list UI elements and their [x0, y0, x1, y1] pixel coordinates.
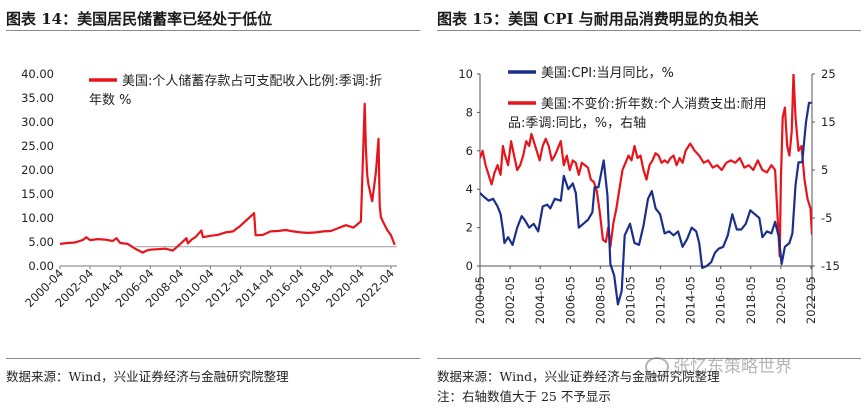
right-right-y-tick-label: -15	[821, 259, 840, 273]
left-chart-title: 图表 14：美国居民储蓄率已经处于低位	[6, 10, 273, 28]
watermark: 张忆东策略世界	[645, 352, 792, 377]
right-left-y-tick-label: 10	[458, 67, 473, 81]
right-x-tick-label: 2012-05	[654, 276, 668, 324]
right-title-rule	[437, 30, 861, 31]
right-left-y-tick-label: 0	[466, 259, 473, 273]
left-y-tick-label: 0.00	[28, 259, 54, 273]
left-y-tick-label: 25.00	[21, 139, 54, 153]
right-left-y-tick-label: 2	[466, 221, 473, 235]
left-source-text: 数据来源：Wind，兴业证券经济与金融研究院整理	[6, 369, 289, 384]
right-x-tick-label: 2014-05	[684, 276, 698, 324]
right-durables-consumption-line	[480, 74, 812, 258]
right-x-tick-label: 2002-05	[503, 276, 517, 324]
right-left-y-tick-label: 8	[466, 105, 473, 119]
right-x-tick-label: 2004-05	[533, 276, 547, 324]
left-y-tick-label: 15.00	[21, 187, 54, 201]
right-right-y-tick-label: 5	[821, 163, 828, 177]
right-x-tick-label: 2016-05	[714, 276, 728, 324]
watermark-text: 张忆东策略世界	[673, 357, 792, 377]
left-y-tick-label: 40.00	[21, 67, 54, 81]
left-savings-rate-line	[59, 102, 396, 254]
right-x-tick-label: 2010-05	[623, 276, 637, 324]
right-right-y-tick-label: -5	[821, 211, 832, 225]
wechat-icon	[645, 357, 669, 377]
right-left-y-tick-label: 4	[466, 182, 473, 196]
left-title-rule	[6, 30, 420, 31]
left-legend-label-line: 美国:个人储蓄存款占可支配收入比例:季调:折	[122, 74, 382, 89]
left-y-tick-label: 20.00	[21, 163, 54, 177]
right-legend-label-durables-line: 品:季调:同比，%，右轴	[508, 116, 646, 131]
right-left-y-tick-label: 6	[466, 144, 473, 158]
right-x-tick-label: 2006-05	[563, 276, 577, 324]
right-x-tick-label: 2022-05	[804, 276, 818, 324]
left-y-tick-label: 30.00	[21, 115, 54, 129]
right-right-y-tick-label: 25	[821, 67, 836, 81]
right-x-tick-label: 2008-05	[593, 276, 607, 324]
left-source-rule	[6, 358, 420, 359]
left-y-tick-label: 5.00	[28, 235, 54, 249]
right-legend-label-durables-line: 美国:不变价:折年数:个人消费支出:耐用	[541, 96, 767, 112]
right-legend-label-cpi: 美国:CPI:当月同比，%	[541, 66, 674, 81]
left-legend-label-line: 年数 %	[89, 93, 132, 108]
right-x-tick-label: 2000-05	[473, 276, 487, 324]
left-y-tick-label: 35.00	[21, 91, 54, 105]
right-right-y-tick-label: 15	[821, 115, 836, 129]
right-note-text: 注：右轴数值大于 25 不予显示	[437, 389, 611, 404]
right-cpi-line	[480, 101, 812, 306]
left-y-tick-label: 10.00	[21, 211, 54, 225]
right-x-tick-label: 2020-05	[774, 276, 788, 324]
right-x-tick-label: 2018-05	[744, 276, 758, 324]
right-chart-title: 图表 15：美国 CPI 与耐用品消费明显的负相关	[437, 10, 759, 28]
